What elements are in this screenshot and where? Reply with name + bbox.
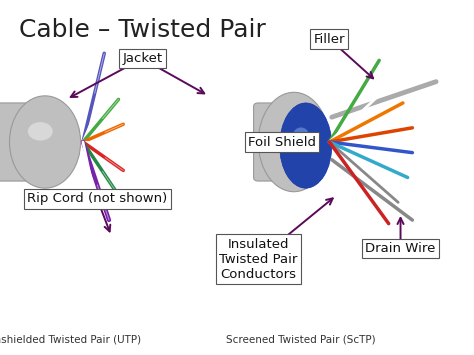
Ellipse shape (280, 103, 332, 188)
Ellipse shape (9, 96, 81, 188)
FancyBboxPatch shape (0, 103, 52, 181)
Ellipse shape (28, 122, 53, 141)
Text: Rip Cord (not shown): Rip Cord (not shown) (27, 192, 167, 205)
Text: Insulated
Twisted Pair
Conductors: Insulated Twisted Pair Conductors (219, 237, 298, 281)
Text: Jacket: Jacket (122, 52, 162, 65)
Text: Screened Twisted Pair (ScTP): Screened Twisted Pair (ScTP) (226, 334, 376, 344)
FancyBboxPatch shape (254, 103, 310, 181)
Ellipse shape (258, 92, 329, 192)
Text: Drain Wire: Drain Wire (365, 242, 436, 255)
Text: Filler: Filler (314, 33, 345, 45)
Text: Cable – Twisted Pair: Cable – Twisted Pair (19, 18, 266, 42)
Text: Unshielded Twisted Pair (UTP): Unshielded Twisted Pair (UTP) (0, 334, 141, 344)
Text: Foil Shield: Foil Shield (248, 136, 316, 148)
Ellipse shape (293, 127, 309, 142)
